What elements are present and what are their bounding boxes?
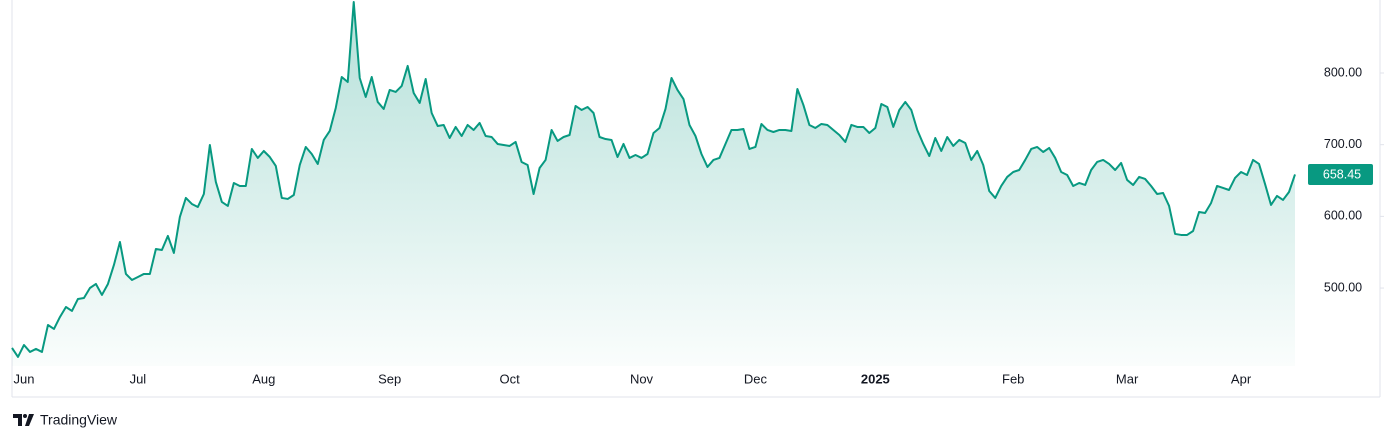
x-tick-label: Mar [1116,371,1139,386]
x-tick-label: Aug [252,371,275,386]
price-line [11,1,1296,358]
y-tick-label: 600.00 [1324,209,1362,223]
x-tick-label: 2025 [861,371,890,386]
y-tick-label: 500.00 [1324,280,1362,294]
y-tick-label: 700.00 [1324,137,1362,151]
x-tick-label: Dec [744,371,768,386]
x-tick-label: Apr [1231,371,1252,386]
last-price-badge [1308,163,1373,185]
x-tick-label: Oct [499,371,520,386]
x-tick-label: Sep [378,371,401,386]
last-price-label: 658.45 [1323,167,1361,181]
brand: TradingView [40,412,118,428]
x-tick-label: Nov [630,371,654,386]
area-fill [12,2,1295,366]
x-tick-label: Feb [1002,371,1024,386]
logo [13,414,34,426]
x-tick-label: Jun [14,371,35,386]
x-tick-label: Jul [130,371,147,386]
y-tick-label: 800.00 [1324,65,1362,79]
